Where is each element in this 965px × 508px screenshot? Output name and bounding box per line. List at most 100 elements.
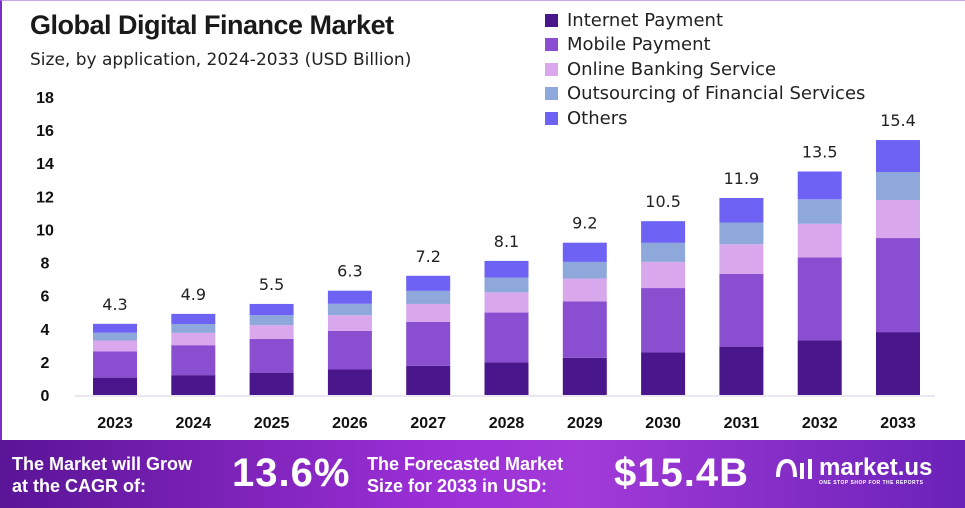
total-label: 6.3 (337, 262, 362, 281)
bar-segment (406, 303, 451, 322)
bar-segment (171, 323, 216, 333)
bar-segment (641, 221, 686, 243)
cagr-label-line1: The Market will Grow (12, 454, 193, 474)
bar-segment (249, 372, 294, 395)
bar-segment (876, 332, 920, 395)
forecast-label: The Forecasted Market Size for 2033 in U… (367, 453, 563, 497)
x-tick-label: 2030 (645, 415, 681, 432)
bar-segment (562, 301, 607, 358)
bar-segment (562, 357, 607, 395)
bar-segment (876, 171, 920, 200)
cagr-value: 13.6% (232, 451, 351, 495)
y-tick-label: 8 (41, 256, 50, 273)
y-tick-label: 12 (36, 189, 54, 206)
total-label: 13.5 (802, 143, 838, 162)
total-label: 11.9 (724, 169, 760, 188)
bar-segment (327, 315, 372, 331)
logo-text: market.us (819, 454, 933, 481)
bar-segment (249, 303, 294, 316)
legend-swatch (545, 62, 558, 76)
bar-segment (484, 312, 529, 363)
y-tick-label: 14 (36, 156, 54, 173)
logo-icon (776, 458, 812, 479)
bar-segment (249, 315, 294, 326)
legend-swatch (545, 13, 558, 27)
bar-segment (641, 261, 686, 289)
bar-segment (406, 365, 451, 395)
legend: Internet Payment Mobile Payment Online Ban… (545, 8, 865, 131)
legend-label: Outsourcing of Financial Services (567, 83, 866, 105)
total-label: 9.2 (572, 214, 597, 233)
total-label: 4.9 (181, 285, 206, 304)
bar-segment (562, 261, 607, 279)
bar-segment (641, 242, 686, 262)
total-label: 7.2 (415, 247, 440, 266)
footer-banner: The Market will Grow at the CAGR of: 13.… (0, 440, 965, 508)
x-tick-label: 2025 (254, 415, 290, 432)
chart-subtitle: Size, by application, 2024-2033 (USD Bil… (30, 50, 412, 70)
bar-segment (171, 313, 216, 324)
y-tick-label: 4 (41, 322, 50, 339)
bar-segment (327, 330, 372, 370)
bar-segment (797, 257, 842, 341)
bar-segment (93, 340, 137, 352)
y-tick-label: 0 (41, 388, 50, 405)
y-tick-label: 2 (41, 355, 50, 372)
bar-segment (93, 323, 137, 333)
total-label: 15.4 (880, 111, 916, 130)
y-tick-label: 18 (36, 90, 54, 107)
bar-segment (171, 332, 216, 346)
bar-segment (797, 223, 842, 258)
bar-segment (93, 377, 137, 395)
bar-segment (719, 197, 764, 223)
bar-segment (249, 338, 294, 373)
bar-segment (797, 340, 842, 395)
legend-item: Mobile Payment (545, 33, 865, 58)
bar-segment (797, 199, 842, 224)
bar-segment (641, 352, 686, 395)
bar-segment (562, 278, 607, 302)
legend-swatch (545, 87, 558, 101)
bar-segment (876, 238, 920, 333)
legend-swatch (545, 111, 558, 125)
bar-segment (93, 351, 137, 378)
legend-label: Online Banking Service (567, 58, 777, 80)
bar-segment (484, 260, 529, 278)
forecast-value: $15.4B (614, 451, 749, 495)
legend-label: Internet Payment (567, 9, 723, 31)
bar-segment (93, 332, 137, 341)
y-tick-label: 6 (41, 289, 50, 306)
bar-segment (719, 222, 764, 245)
legend-swatch (545, 38, 558, 52)
cagr-label: The Market will Grow at the CAGR of: (12, 453, 192, 497)
cagr-label-line2: at the CAGR of: (12, 476, 146, 496)
x-tick-label: 2023 (97, 415, 133, 432)
bar-segment (249, 325, 294, 339)
total-label: 4.3 (102, 295, 127, 314)
x-tick-label: 2026 (332, 415, 368, 432)
bar-segment (327, 369, 372, 395)
bar-segment (484, 292, 529, 313)
chart-frame (0, 0, 965, 441)
x-tick-label: 2027 (410, 415, 446, 432)
bar-segment (797, 171, 842, 200)
x-tick-label: 2031 (724, 415, 760, 432)
legend-label: Mobile Payment (567, 34, 711, 56)
legend-label: Others (567, 107, 628, 129)
total-label: 8.1 (494, 232, 519, 251)
x-tick-label: 2032 (802, 415, 838, 432)
y-tick-label: 16 (36, 123, 54, 140)
forecast-label-line1: The Forecasted Market (367, 454, 564, 474)
legend-item: Outsourcing of Financial Services (545, 82, 865, 107)
bar-segment (641, 288, 686, 353)
bar-segment (719, 346, 764, 395)
bar-segment (484, 362, 529, 395)
x-tick-label: 2028 (489, 415, 525, 432)
stacked-bar-chart: 0 2 4 6 8 10 12 14 16 18 4.3 2023 4.9 2024 5.5 2025 6.3 2… (36, 90, 935, 432)
x-tick-label: 2033 (880, 415, 916, 432)
legend-item: Online Banking Service (545, 57, 865, 82)
bar-segment (406, 321, 451, 366)
forecast-label-line2: Size for 2033 in USD: (367, 476, 548, 496)
bar-segment (562, 242, 607, 262)
y-tick-label: 10 (36, 222, 54, 239)
